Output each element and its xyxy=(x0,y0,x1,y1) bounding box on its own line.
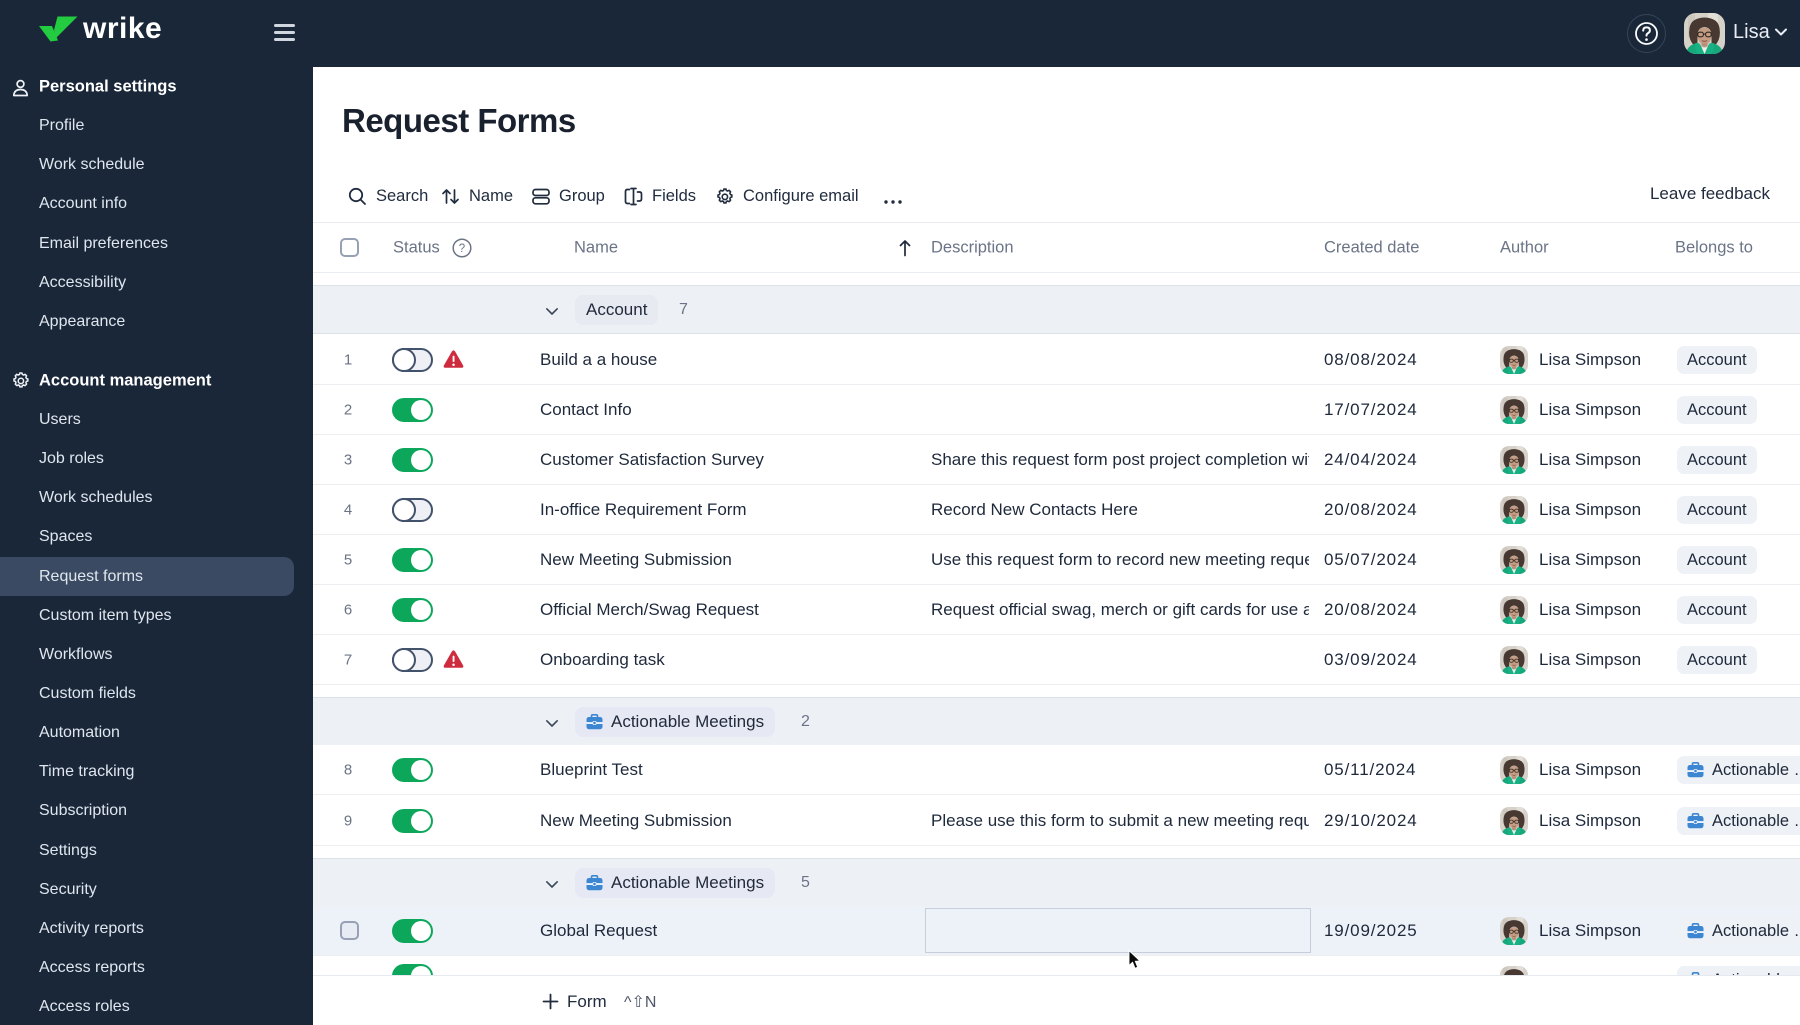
svg-text:?: ? xyxy=(459,243,465,255)
